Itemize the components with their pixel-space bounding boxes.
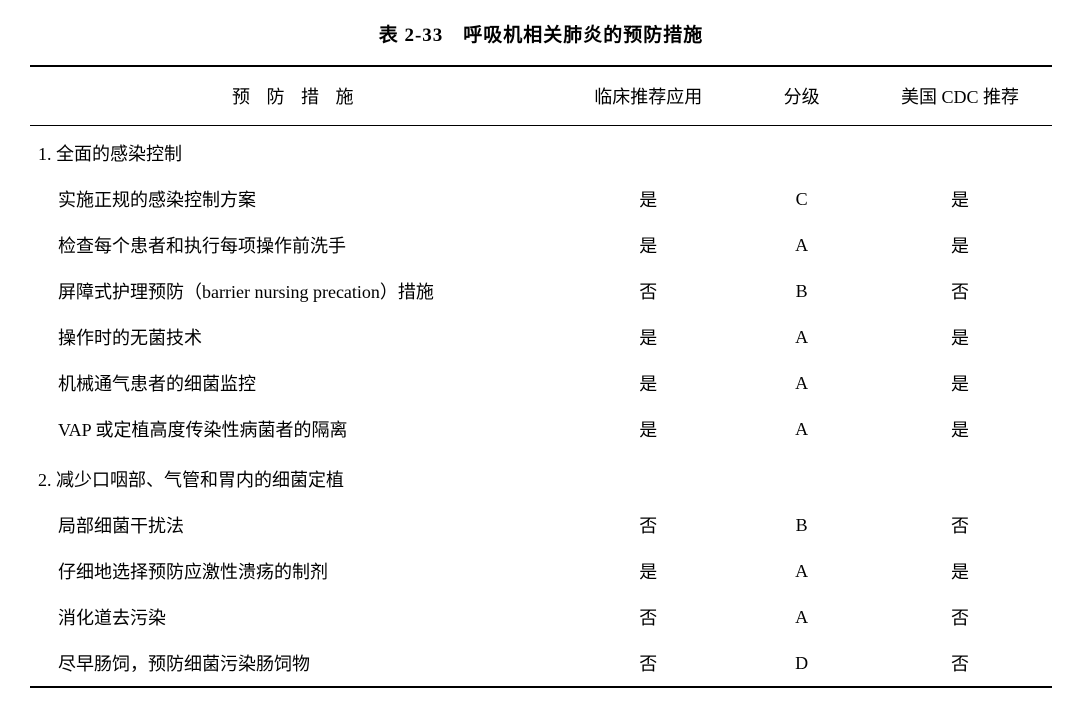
col-header-measure: 预 防 措 施 <box>30 66 561 126</box>
cell-cdc: 是 <box>868 548 1052 594</box>
cell-measure: 屏障式护理预防（barrier nursing precation）措施 <box>30 268 561 314</box>
cell-cdc: 是 <box>868 314 1052 360</box>
cell-cdc: 否 <box>868 268 1052 314</box>
cell-grade: B <box>735 502 868 548</box>
cell-clinical: 否 <box>561 502 735 548</box>
section-heading: 2. 减少口咽部、气管和胃内的细菌定植 <box>30 452 1052 502</box>
cell-clinical: 否 <box>561 640 735 687</box>
section-row: 1. 全面的感染控制 <box>30 126 1052 177</box>
cell-measure: 消化道去污染 <box>30 594 561 640</box>
table-title: 表 2-33 呼吸机相关肺炎的预防措施 <box>30 20 1052 47</box>
table-body: 1. 全面的感染控制 实施正规的感染控制方案 是 C 是 检查每个患者和执行每项… <box>30 126 1052 688</box>
cell-clinical: 是 <box>561 548 735 594</box>
col-header-cdc: 美国 CDC 推荐 <box>868 66 1052 126</box>
cell-cdc: 是 <box>868 360 1052 406</box>
table-row: 仔细地选择预防应激性溃疡的制剂 是 A 是 <box>30 548 1052 594</box>
cell-clinical: 是 <box>561 314 735 360</box>
cell-measure: 操作时的无菌技术 <box>30 314 561 360</box>
cell-clinical: 否 <box>561 268 735 314</box>
table-row: 消化道去污染 否 A 否 <box>30 594 1052 640</box>
col-header-clinical: 临床推荐应用 <box>561 66 735 126</box>
cell-measure: 机械通气患者的细菌监控 <box>30 360 561 406</box>
table-row: VAP 或定植高度传染性病菌者的隔离 是 A 是 <box>30 406 1052 452</box>
cell-cdc: 是 <box>868 176 1052 222</box>
cell-clinical: 是 <box>561 222 735 268</box>
cell-grade: A <box>735 222 868 268</box>
cell-cdc: 是 <box>868 406 1052 452</box>
cell-measure: 仔细地选择预防应激性溃疡的制剂 <box>30 548 561 594</box>
cell-cdc: 是 <box>868 222 1052 268</box>
table-row: 尽早肠饲，预防细菌污染肠饲物 否 D 否 <box>30 640 1052 687</box>
table-row: 操作时的无菌技术 是 A 是 <box>30 314 1052 360</box>
cell-measure: 尽早肠饲，预防细菌污染肠饲物 <box>30 640 561 687</box>
section-row: 2. 减少口咽部、气管和胃内的细菌定植 <box>30 452 1052 502</box>
cell-grade: C <box>735 176 868 222</box>
table-row: 机械通气患者的细菌监控 是 A 是 <box>30 360 1052 406</box>
cell-grade: A <box>735 314 868 360</box>
prevention-table: 预 防 措 施 临床推荐应用 分级 美国 CDC 推荐 1. 全面的感染控制 实… <box>30 65 1052 688</box>
cell-measure: 检查每个患者和执行每项操作前洗手 <box>30 222 561 268</box>
cell-cdc: 否 <box>868 594 1052 640</box>
table-row: 实施正规的感染控制方案 是 C 是 <box>30 176 1052 222</box>
cell-clinical: 否 <box>561 594 735 640</box>
cell-measure: VAP 或定植高度传染性病菌者的隔离 <box>30 406 561 452</box>
cell-cdc: 否 <box>868 640 1052 687</box>
table-row: 检查每个患者和执行每项操作前洗手 是 A 是 <box>30 222 1052 268</box>
cell-cdc: 否 <box>868 502 1052 548</box>
table-row: 屏障式护理预防（barrier nursing precation）措施 否 B… <box>30 268 1052 314</box>
cell-measure: 局部细菌干扰法 <box>30 502 561 548</box>
cell-clinical: 是 <box>561 406 735 452</box>
section-heading: 1. 全面的感染控制 <box>30 126 1052 177</box>
cell-grade: A <box>735 548 868 594</box>
cell-grade: A <box>735 406 868 452</box>
cell-clinical: 是 <box>561 360 735 406</box>
cell-grade: D <box>735 640 868 687</box>
cell-grade: A <box>735 594 868 640</box>
table-row: 局部细菌干扰法 否 B 否 <box>30 502 1052 548</box>
cell-measure: 实施正规的感染控制方案 <box>30 176 561 222</box>
cell-grade: A <box>735 360 868 406</box>
cell-clinical: 是 <box>561 176 735 222</box>
col-header-grade: 分级 <box>735 66 868 126</box>
header-row: 预 防 措 施 临床推荐应用 分级 美国 CDC 推荐 <box>30 66 1052 126</box>
cell-grade: B <box>735 268 868 314</box>
